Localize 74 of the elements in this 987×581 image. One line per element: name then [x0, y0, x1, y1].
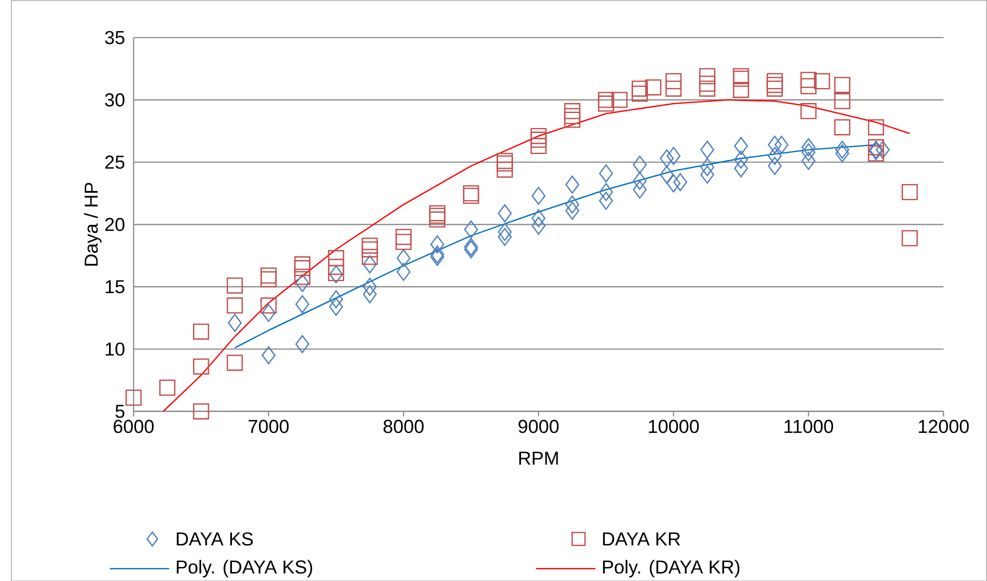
y-tick-label: 15: [106, 280, 124, 294]
y-tick-label: 5: [115, 404, 124, 418]
point: [430, 248, 444, 266]
point: [599, 192, 613, 210]
y-axis-title: Daya / HP: [84, 182, 102, 266]
point: [329, 297, 344, 316]
point: [464, 220, 478, 238]
point: [632, 172, 647, 190]
x-tick-label: 11000: [784, 420, 834, 433]
line-series: [162, 98, 910, 412]
point: [396, 262, 410, 281]
point: [430, 245, 444, 264]
point: [734, 159, 748, 178]
point: [565, 195, 580, 214]
legend-label: DAYA KS: [176, 532, 253, 546]
point: [666, 174, 680, 192]
x-tick-label: 7000: [248, 420, 289, 433]
x-tick-label: 12000: [918, 420, 969, 433]
point: [228, 314, 242, 332]
point: [362, 284, 377, 304]
point: [362, 277, 377, 296]
point: [565, 201, 580, 220]
point: [700, 165, 714, 184]
point: [660, 149, 674, 168]
point: [768, 146, 782, 165]
point: [498, 204, 512, 222]
y-tick-label: 35: [105, 30, 124, 44]
point: [673, 172, 688, 191]
point: [768, 156, 782, 175]
point: [835, 144, 850, 162]
point: [660, 165, 674, 184]
x-axis-title: RPM: [519, 451, 558, 464]
point: [498, 228, 512, 246]
point: [532, 208, 546, 228]
point: [599, 164, 613, 182]
point: [666, 146, 680, 165]
point: [802, 152, 816, 170]
point: [700, 158, 714, 176]
point: [700, 140, 714, 159]
point: [802, 142, 816, 162]
x-tick-label: 8000: [384, 420, 424, 433]
point: [565, 175, 580, 194]
point: [430, 235, 444, 254]
point: [396, 248, 410, 267]
point: [532, 216, 546, 235]
point: [734, 136, 748, 155]
y-tick-label: 30: [105, 93, 124, 106]
x-tick-label: 9000: [518, 420, 559, 433]
point: [835, 140, 850, 159]
point: [734, 150, 748, 168]
point: [876, 140, 890, 159]
point: [768, 135, 782, 154]
point: [329, 290, 344, 308]
point: [599, 182, 613, 201]
y-tick-label: 25: [105, 155, 124, 169]
point: [532, 186, 546, 205]
point: [632, 180, 647, 198]
x-tick-label: 10000: [648, 420, 699, 433]
point: [464, 240, 478, 258]
point: [498, 222, 512, 241]
point: [262, 346, 276, 364]
y-tick-label: 10: [106, 342, 124, 356]
legend-label: DAYA KR: [603, 532, 680, 546]
legend-label: Poly. (DAYA KS): [176, 560, 312, 578]
point: [295, 334, 310, 353]
legend-label: Poly. (DAYA KR): [603, 560, 740, 578]
point: [632, 155, 647, 174]
x-tick-label: 6000: [114, 420, 154, 433]
point: [774, 135, 788, 154]
point: [295, 294, 310, 314]
y-tick-label: 20: [105, 218, 124, 231]
point: [464, 238, 478, 256]
point: [802, 138, 816, 156]
line-series: [234, 144, 877, 348]
